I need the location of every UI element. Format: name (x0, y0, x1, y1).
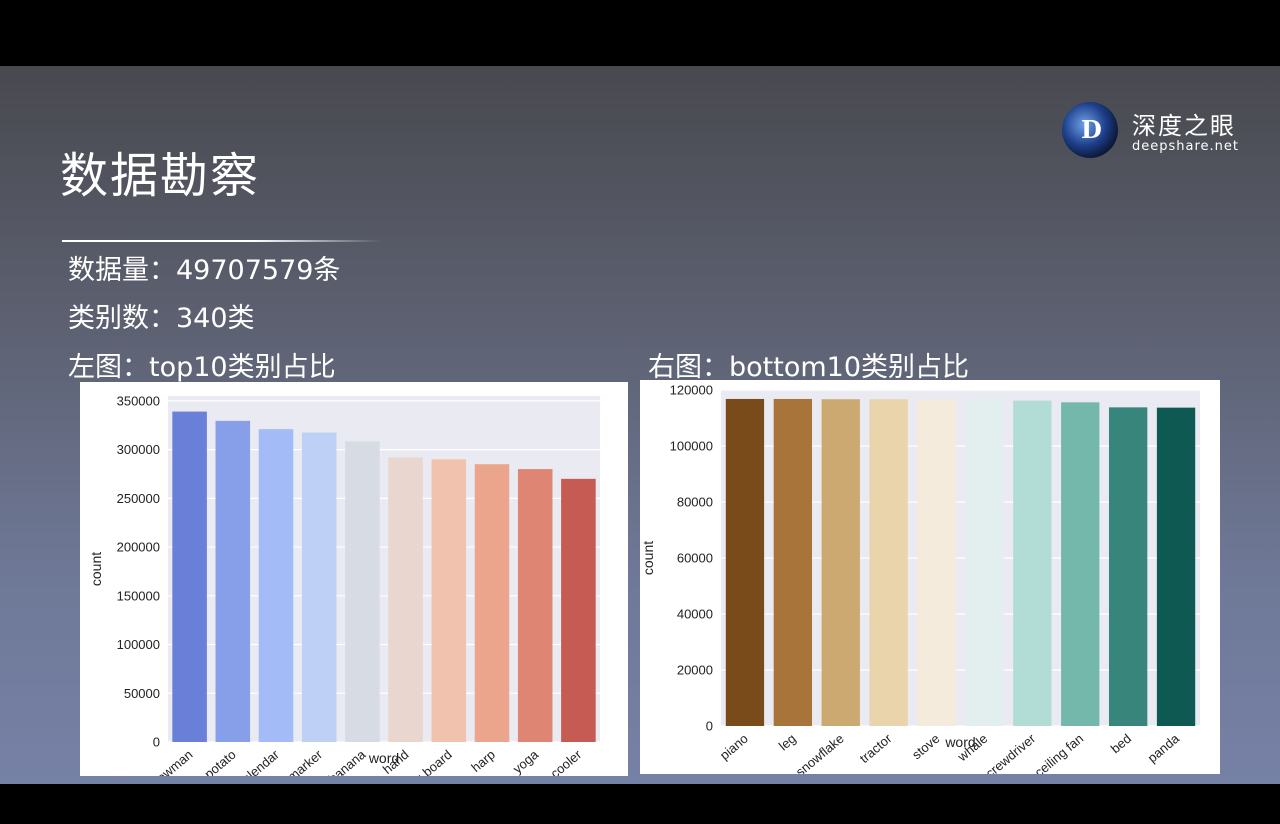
logo-letter: D (1081, 115, 1102, 144)
x-tick-label: leg (776, 731, 799, 754)
eye-logo-icon (1062, 102, 1118, 158)
x-tick-label: yoga (510, 746, 542, 776)
x-axis-label: word (368, 750, 399, 766)
bar-screwdriver (1013, 400, 1052, 726)
bar-snowman (172, 411, 207, 742)
bar-diving-board (431, 459, 467, 742)
y-tick-label: 120000 (670, 383, 713, 398)
bar-leg (773, 398, 813, 726)
y-tick-label: 50000 (124, 686, 160, 701)
y-tick-label: 80000 (677, 495, 713, 510)
y-tick-label: 300000 (117, 442, 160, 457)
bottom10-chart-panel: 0 20000 40000 60000 80000 100000 120000 piano le… (640, 380, 1220, 785)
top-letterbox (0, 0, 1280, 66)
y-tick-label: 40000 (677, 607, 713, 622)
bar-ceiling-fan (1061, 402, 1100, 726)
x-tick-label: stove (909, 731, 942, 762)
y-tick-label: 200000 (117, 540, 160, 555)
bar-piano (725, 398, 765, 726)
bar-potato (215, 420, 251, 742)
bar-banana (345, 441, 380, 742)
x-tick-label: screwdriver (978, 730, 1039, 774)
x-tick-label: tractor (857, 730, 895, 766)
x-tick-label: potato (201, 747, 238, 776)
logo-name-en: deepshare.net (1132, 139, 1240, 154)
bar-harp (474, 464, 510, 742)
y-tick-label: 100000 (117, 637, 160, 652)
bar-tractor (869, 399, 908, 726)
bar-bed (1108, 407, 1148, 726)
x-tick-label: panda (1145, 730, 1183, 765)
x-tick-label: harp (468, 747, 498, 775)
right-caption: 右图：bottom10类别占比 (648, 352, 970, 383)
x-tick-label: marker (284, 746, 325, 776)
bar-marker (301, 432, 337, 742)
bar-panda (1156, 407, 1196, 726)
bottom-letterbox (0, 784, 1280, 824)
data-count-text: 数据量：49707579条 (68, 255, 341, 286)
y-tick-label: 20000 (677, 663, 713, 678)
bar-snowflake (821, 399, 860, 726)
y-axis-label: count (640, 541, 656, 575)
left-caption: 左图：top10类别占比 (68, 352, 336, 383)
x-tick-label: snowman (143, 747, 195, 776)
x-tick-label: banana (325, 746, 368, 776)
y-tick-label: 250000 (117, 491, 160, 506)
top10-chart-panel: 0 50000 100000 150000 200000 250000 300000 3500… (80, 382, 628, 804)
x-tick-label: piano (717, 731, 751, 763)
slide-title: 数据勘察 (60, 148, 261, 204)
x-tick-label: calendar (234, 746, 282, 776)
bottom10-bar-chart: 0 20000 40000 60000 80000 100000 120000 piano le… (640, 383, 1200, 785)
x-axis-label: word (944, 734, 975, 750)
y-tick-label: 100000 (670, 439, 713, 454)
slide: 数据勘察 D 深度之眼 deepshare.net 数据量：49707579条 … (0, 66, 1280, 804)
bar-stove (917, 399, 956, 726)
y-tick-label: 350000 (117, 393, 160, 408)
bar-cooler (561, 478, 596, 742)
bar-whale (965, 399, 1004, 726)
class-count-text: 类别数：340类 (68, 303, 255, 334)
x-tick-label: snowflake (793, 731, 847, 774)
logo-name-cn: 深度之眼 (1132, 112, 1236, 140)
bar-yoga (517, 469, 553, 742)
y-tick-label: 0 (153, 735, 160, 750)
title-divider (62, 240, 382, 242)
bar-hand (388, 457, 423, 742)
y-tick-label: 150000 (117, 588, 160, 603)
deepshare-logo: D 深度之眼 deepshare.net (1062, 102, 1252, 160)
x-tick-label: ceiling fan (1032, 731, 1086, 774)
x-tick-label: cooler (548, 746, 585, 776)
top10-bar-chart: 0 50000 100000 150000 200000 250000 300000 3500… (88, 393, 600, 804)
y-tick-label: 60000 (677, 551, 713, 566)
y-axis-label: count (88, 552, 104, 586)
x-tick-label: bed (1108, 731, 1134, 756)
y-tick-label: 0 (706, 719, 713, 734)
bar-calendar (258, 429, 294, 742)
